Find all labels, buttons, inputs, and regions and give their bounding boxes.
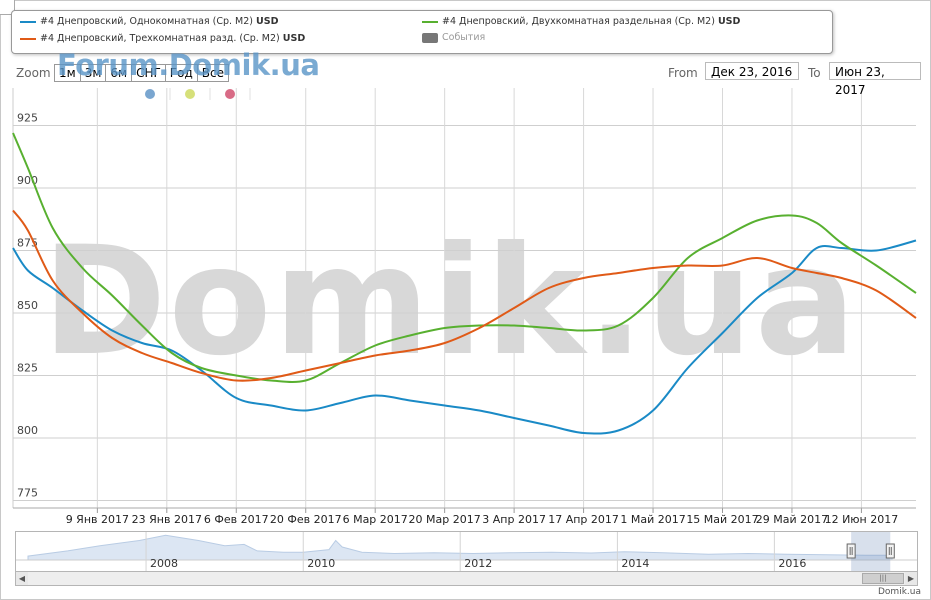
x-tick-label: 29 Май 2017 <box>756 513 828 526</box>
zoom-all-button[interactable]: Все <box>201 66 224 80</box>
navigator-year-label: 2016 <box>778 557 806 570</box>
zoom-ytd-button[interactable]: СНГ <box>132 65 166 81</box>
legend-swatch <box>20 37 36 40</box>
navigator-year-label: 2012 <box>464 557 492 570</box>
event-marker-dot <box>145 89 155 99</box>
navigator[interactable]: 2008 2010 2012 2014 2016 <box>15 531 918 573</box>
navigator-selection <box>851 532 891 572</box>
series-line-three-room <box>12 209 917 382</box>
event-marker-dot <box>185 89 195 99</box>
x-tick-label: 15 Май 2017 <box>686 513 758 526</box>
zoom-buttons: 1м 3м 6м СНГ Год Все <box>54 64 229 82</box>
forum-logo: Forum.Domik.ua <box>57 48 320 82</box>
x-tick-label: 17 Апр 2017 <box>548 513 619 526</box>
scrollbar[interactable]: ◀ ||| ▶ <box>15 571 918 586</box>
legend-swatch <box>20 20 36 23</box>
navigator-year-label: 2014 <box>621 557 649 570</box>
from-label: From <box>668 66 698 80</box>
x-tick-label: 23 Янв 2017 <box>132 513 202 526</box>
navigator-handle <box>885 543 895 559</box>
legend: #4 Днепровский, Однокомнатная (Ср. M2) U… <box>11 10 833 54</box>
navigator-canvas: 2008 2010 2012 2014 2016 <box>16 532 917 572</box>
x-tick-label: 6 Фев 2017 <box>204 513 269 526</box>
zoom-3m-button[interactable]: 3м <box>81 65 107 81</box>
scroll-thumb[interactable]: ||| <box>862 573 904 584</box>
navigator-year-label: 2010 <box>307 557 335 570</box>
zoom-6m-button[interactable]: 6м <box>106 65 133 81</box>
x-tick-label: 3 Апр 2017 <box>482 513 546 526</box>
x-tick-label: 6 Мар 2017 <box>343 513 408 526</box>
event-markers <box>145 88 251 100</box>
navigator-year-label: 2008 <box>150 557 178 570</box>
y-tick-label: 900 <box>17 174 38 187</box>
credit-link[interactable]: Domik.ua <box>878 587 921 597</box>
navigator-handle <box>846 543 856 559</box>
x-tick-label: 9 Янв 2017 <box>66 513 129 526</box>
legend-item-events[interactable]: События <box>422 32 485 43</box>
x-tick-label: 12 Июн 2017 <box>825 513 899 526</box>
event-marker-dot <box>225 89 235 99</box>
y-tick-label: 925 <box>17 112 38 125</box>
legend-swatch <box>422 32 438 43</box>
navigator-overview-area <box>27 534 893 561</box>
zoom-1y-button[interactable]: Год <box>166 65 198 81</box>
y-tick-label: 825 <box>17 362 38 375</box>
to-date-input[interactable]: Июн 23, 2017 <box>829 62 921 97</box>
x-axis: 9 Янв 2017 23 Янв 2017 6 Фев 2017 20 Фев 20… <box>13 507 916 526</box>
legend-item-one-room[interactable]: #4 Днепровский, Однокомнатная (Ср. M2) U… <box>20 16 278 27</box>
legend-item-three-room[interactable]: #4 Днепровский, Трехкомнатная разд. (Ср.… <box>20 33 305 44</box>
legend-swatch <box>422 20 438 23</box>
grid <box>13 88 916 508</box>
scroll-left-arrow[interactable]: ◀ <box>16 572 28 585</box>
x-tick-label: 1 Май 2017 <box>620 513 685 526</box>
to-label: To <box>808 66 821 80</box>
x-tick-label: 20 Фев 2017 <box>270 513 342 526</box>
series-line-two-room <box>12 132 917 383</box>
legend-item-two-room[interactable]: #4 Днепровский, Двухкомнатная раздельная… <box>422 16 740 27</box>
scroll-right-arrow[interactable]: ▶ <box>905 572 917 585</box>
y-tick-label: 800 <box>17 424 38 437</box>
y-tick-label: 775 <box>17 487 38 500</box>
from-date-input[interactable]: Дек 23, 2016 <box>705 62 799 80</box>
y-tick-label: 850 <box>17 299 38 312</box>
x-tick-label: 20 Мар 2017 <box>409 513 481 526</box>
zoom-1m-button[interactable]: 1м <box>55 65 81 81</box>
series-line-one-room <box>12 239 917 435</box>
zoom-label: Zoom <box>16 66 51 80</box>
series-layer <box>12 132 917 435</box>
